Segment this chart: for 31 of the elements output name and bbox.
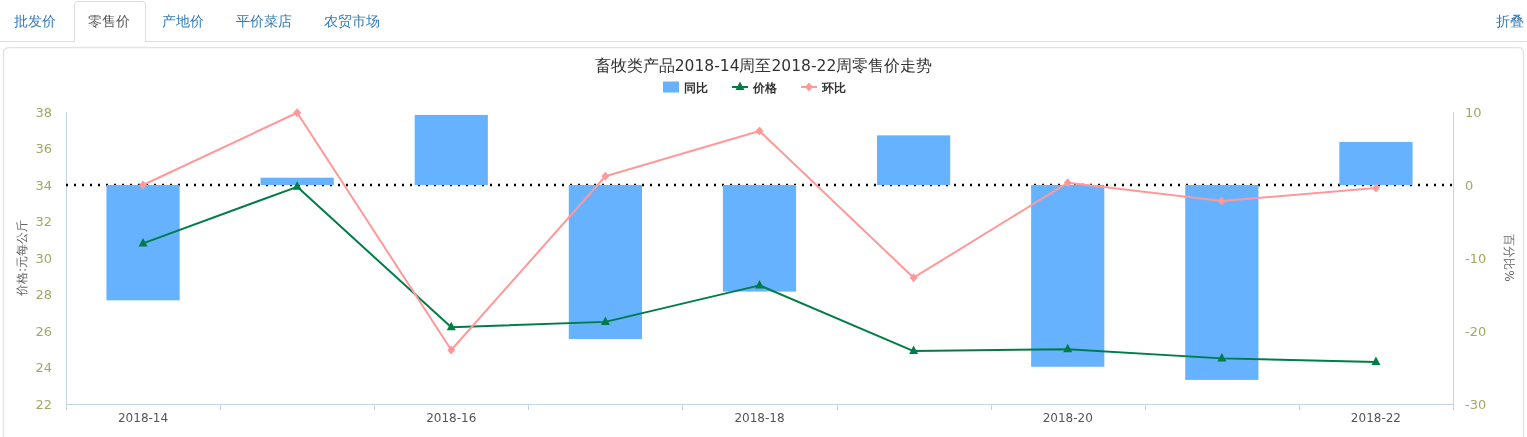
tab-label: 平价菜店 <box>236 13 292 29</box>
x-tick-label: 2018-18 <box>734 411 785 425</box>
y2-tick-label: -20 <box>1465 323 1487 339</box>
y-tick-label: 22 <box>35 396 52 412</box>
tab-label: 批发价 <box>14 13 56 29</box>
y-tick-label: 30 <box>35 250 52 266</box>
link: 折叠 <box>1496 13 1524 29</box>
y-tick-label: 24 <box>35 360 52 375</box>
y-tick-label: 32 <box>35 214 52 229</box>
y-tick-label: 36 <box>35 141 52 156</box>
tab-label: 农贸市场 <box>324 13 380 29</box>
y2-tick-label: 10 <box>1465 104 1482 120</box>
x-tick-label: 2018-14 <box>118 411 169 425</box>
y-tick-label: 28 <box>35 287 52 302</box>
tab-label: 产地价 <box>162 13 204 29</box>
x-tick-label: 2018-20 <box>1042 411 1093 425</box>
x-tick-label: 2018-16 <box>426 411 477 425</box>
ylabel: 价格:元每公斤 <box>15 220 29 296</box>
y2-tick-label: -30 <box>1465 396 1487 412</box>
y-tick-label: 26 <box>35 323 52 339</box>
y2-tick-label: 0 <box>1465 177 1474 193</box>
y-tick-label: 38 <box>35 104 52 120</box>
title: 畜牧类产品2018-14周至2018-22周零售价走势 <box>594 57 933 75</box>
legend-label: 同比 <box>684 80 708 95</box>
y2-tick-label: -10 <box>1465 250 1487 266</box>
legend-label: 价格 <box>753 80 777 95</box>
y-tick-label: 34 <box>35 177 52 193</box>
y2label: 百分比% <box>1502 234 1516 282</box>
legend-label: 环比 <box>822 80 846 95</box>
tab-label: 零售价 <box>88 13 130 29</box>
x-tick-label: 2018-22 <box>1350 411 1401 425</box>
